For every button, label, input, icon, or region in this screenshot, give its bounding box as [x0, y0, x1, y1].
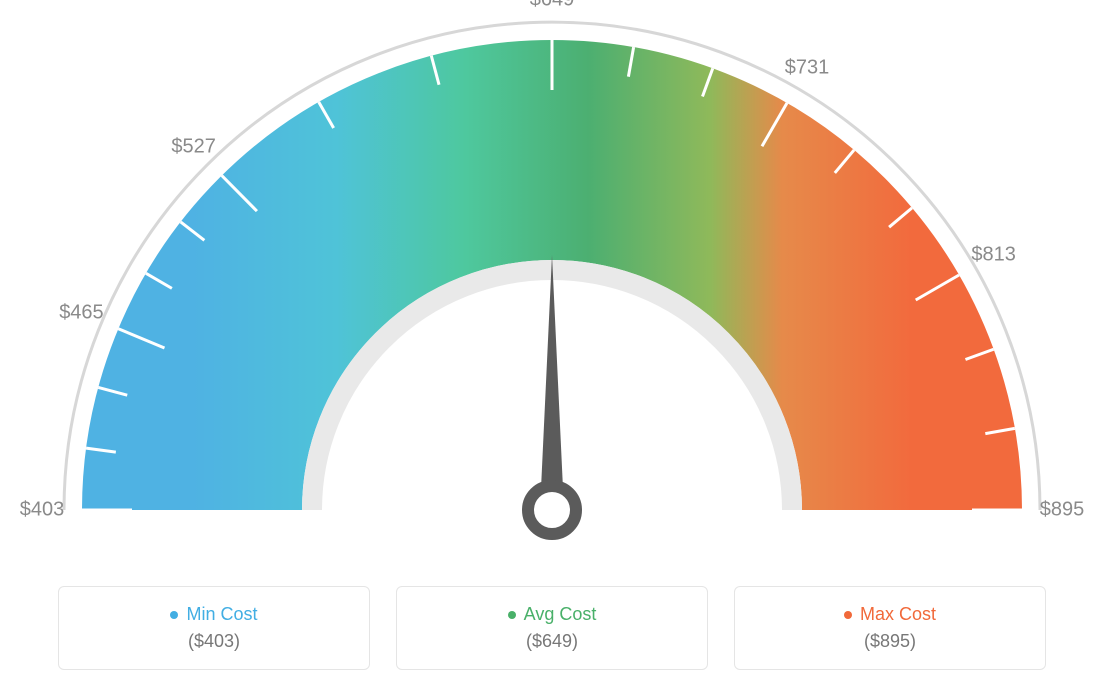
legend-min-title-row: Min Cost: [170, 604, 257, 625]
legend-min-title: Min Cost: [186, 604, 257, 625]
legend-avg-box: Avg Cost ($649): [396, 586, 708, 670]
chart-container: $403 $465 $527 $649 $731 $813 $895 Min Cost ($…: [0, 0, 1104, 690]
legend-avg-title-row: Avg Cost: [508, 604, 597, 625]
gauge-scale-label: $649: [530, 0, 575, 12]
gauge-scale-label: $527: [171, 136, 216, 159]
legend-max-title: Max Cost: [860, 604, 936, 625]
gauge-scale-label: $813: [971, 244, 1016, 267]
gauge-scale-label: $731: [785, 57, 830, 80]
legend-min-value: ($403): [188, 631, 240, 652]
legend-min-box: Min Cost ($403): [58, 586, 370, 670]
legend-min-dot: [170, 611, 178, 619]
legend-avg-title: Avg Cost: [524, 604, 597, 625]
gauge-chart: $403 $465 $527 $649 $731 $813 $895: [0, 0, 1104, 560]
legend-max-box: Max Cost ($895): [734, 586, 1046, 670]
legend-avg-value: ($649): [526, 631, 578, 652]
gauge-scale-label: $403: [20, 499, 65, 522]
gauge-svg: [0, 0, 1104, 580]
legend: Min Cost ($403) Avg Cost ($649) Max Cost…: [0, 586, 1104, 670]
legend-max-dot: [844, 611, 852, 619]
legend-max-value: ($895): [864, 631, 916, 652]
legend-max-title-row: Max Cost: [844, 604, 936, 625]
gauge-scale-label: $465: [59, 302, 104, 325]
legend-avg-dot: [508, 611, 516, 619]
gauge-scale-label: $895: [1040, 499, 1085, 522]
